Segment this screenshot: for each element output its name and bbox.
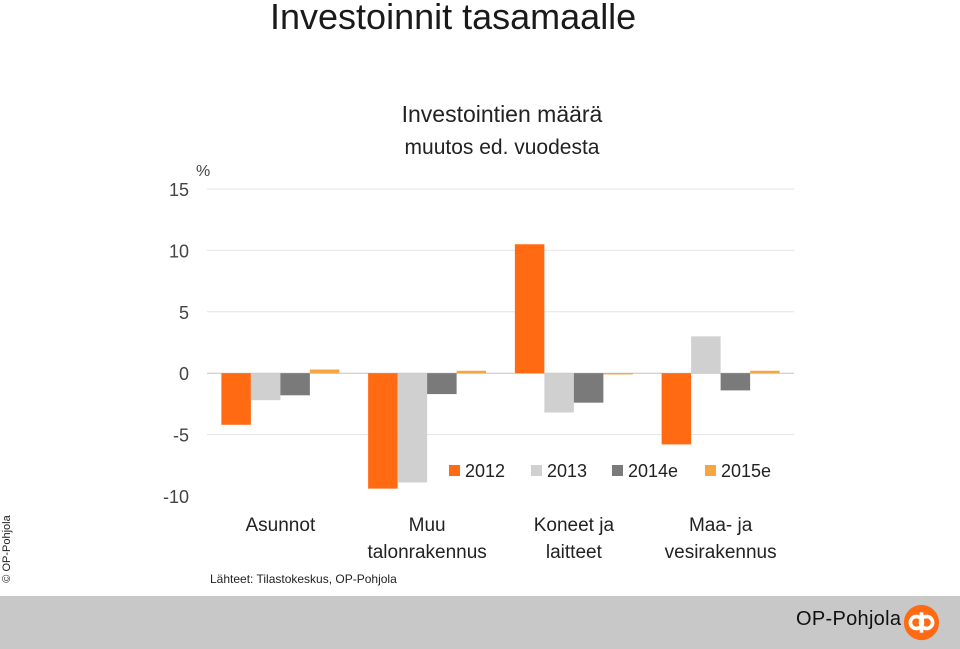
bar-2012 [221,373,251,425]
bar-2013 [397,373,428,483]
bar-2014e [720,373,751,391]
source-note: Lähteet: Tilastokeskus, OP-Pohjola [210,572,397,586]
bar-2013 [250,373,281,401]
y-axis-unit: % [196,163,210,180]
bars [221,244,780,489]
bar-2015e [750,370,780,374]
bar-2015e [603,373,633,375]
legend-swatch [531,465,542,476]
bar-2013 [544,373,574,413]
chart-title: Investointien määrä [402,101,603,127]
bar-2015e [309,369,340,374]
y-tick-label: -5 [173,426,189,446]
bar-2014e [427,373,457,395]
bar-2014e [280,373,310,396]
y-tick-label: 0 [179,364,189,384]
chart-subtitle: muutos ed. vuodesta [405,136,600,159]
legend-label: 2013 [547,461,587,481]
slide-title: Investoinnit tasamaalle [270,0,637,37]
bar-2015e [456,370,487,374]
legend-swatch [449,465,460,476]
category-label: Asunnot [246,515,316,536]
bar-2012 [661,373,692,445]
category-labels: Asunnot Muu talonrakennus Koneet ja laitteet… [246,515,777,563]
category-label: Maa- ja vesirakennus [665,515,777,563]
bar-chart: 15 10 5 0 -5 -10 Asunnot Muu talonrakennus Konee… [163,101,794,586]
legend-label: 2012 [465,461,505,481]
y-tick-labels: 15 10 5 0 -5 -10 [163,180,189,507]
y-tick-label: 15 [169,180,189,200]
bar-2014e [573,373,604,403]
bar-2012 [368,373,398,489]
footer-bar [0,596,960,649]
legend-label: 2014e [628,461,678,481]
category-label: Koneet ja laitteet [534,515,615,563]
legend-swatch [705,465,716,476]
bar-2012 [514,244,545,374]
brand-name: OP-Pohjola [796,608,902,630]
gridlines [207,188,794,436]
y-tick-label: 10 [169,241,189,261]
legend: 2012 2013 2014e 2015e [449,461,771,481]
op-logo-icon [903,604,940,641]
y-tick-label: -10 [163,487,189,507]
category-label: Muu talonrakennus [367,515,486,563]
bar-2013 [691,336,721,374]
y-tick-label: 5 [179,303,189,323]
legend-label: 2015e [721,461,771,481]
legend-swatch [612,465,623,476]
